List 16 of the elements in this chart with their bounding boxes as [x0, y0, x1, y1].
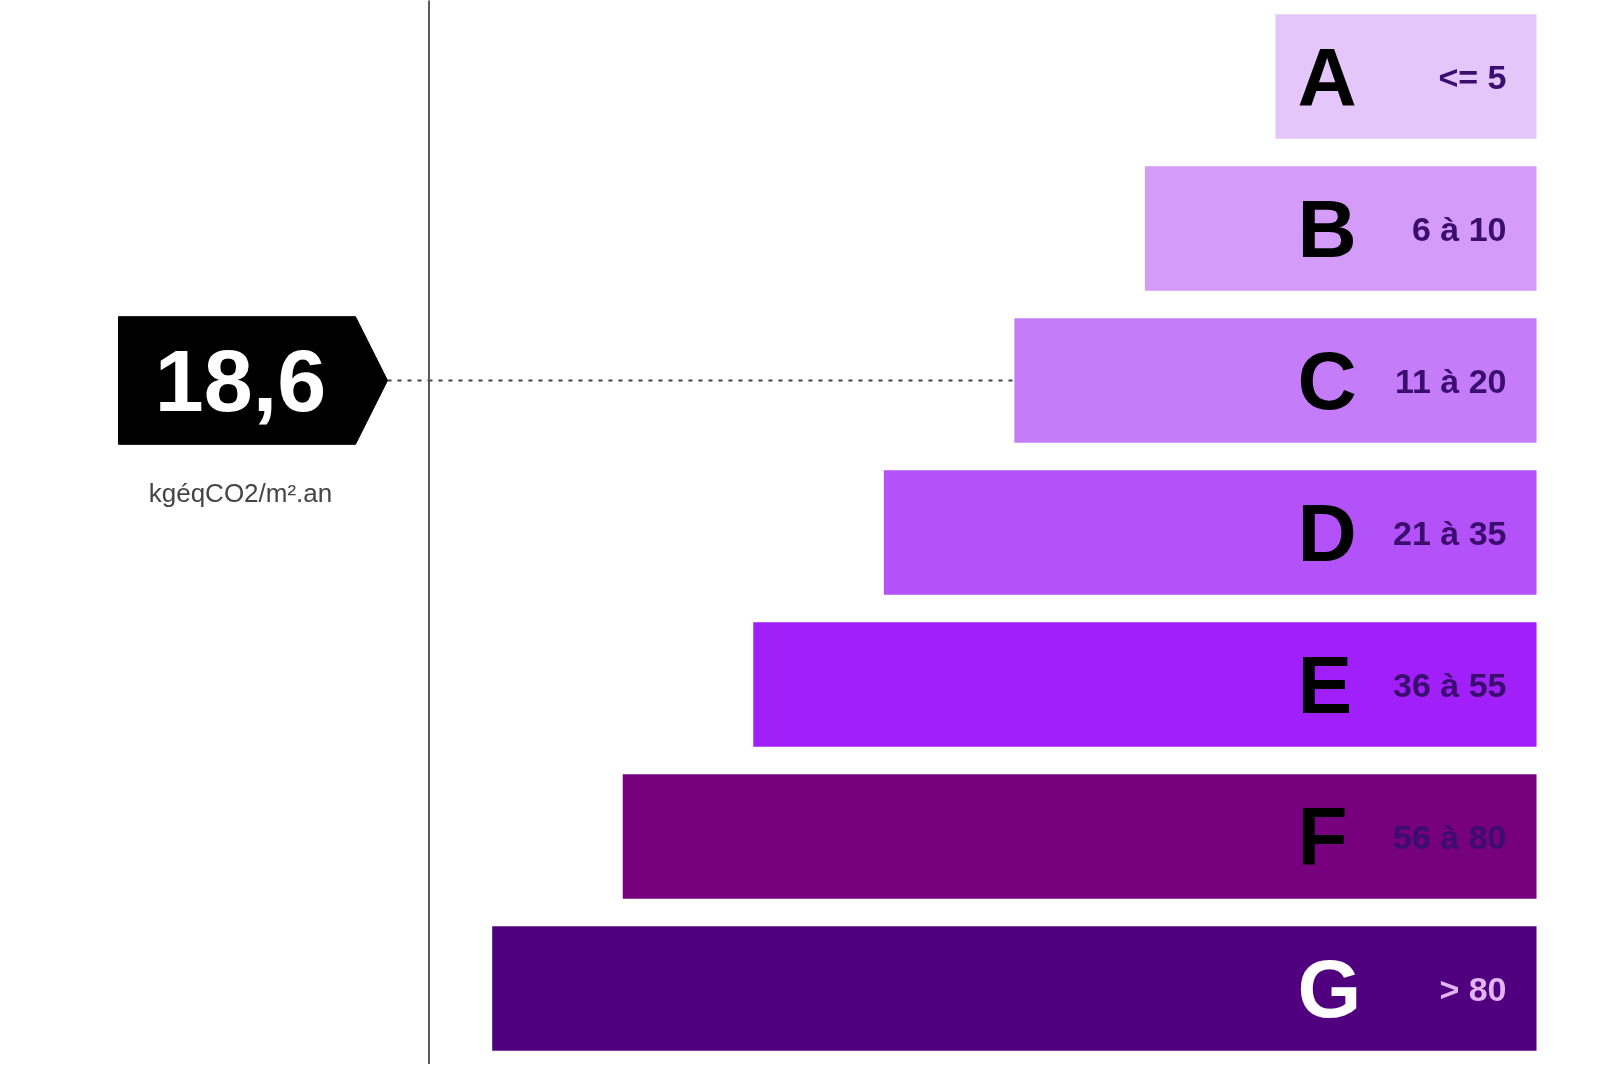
annotation: > 80	[1439, 969, 1507, 1008]
annotation: 56 à 80	[1393, 817, 1507, 856]
annotation: <= 5	[1438, 57, 1507, 96]
y-tick-label: B	[1297, 183, 1357, 274]
y-tick-label: G	[1297, 943, 1362, 1034]
text: kgéqCO2/m².an	[148, 477, 333, 508]
annotation: 36 à 55	[1393, 665, 1507, 704]
annotation: 6 à 10	[1412, 209, 1507, 248]
annotation: 11 à 20	[1394, 361, 1507, 400]
y-tick-label: F	[1297, 791, 1348, 882]
y-tick-label: E	[1297, 639, 1353, 730]
annotation: 21 à 35	[1393, 513, 1507, 552]
y-tick-label: D	[1297, 487, 1357, 578]
y-tick-label: C	[1297, 335, 1357, 426]
ref-line-label: 18,6	[154, 331, 327, 430]
y-tick-label: A	[1297, 31, 1357, 122]
